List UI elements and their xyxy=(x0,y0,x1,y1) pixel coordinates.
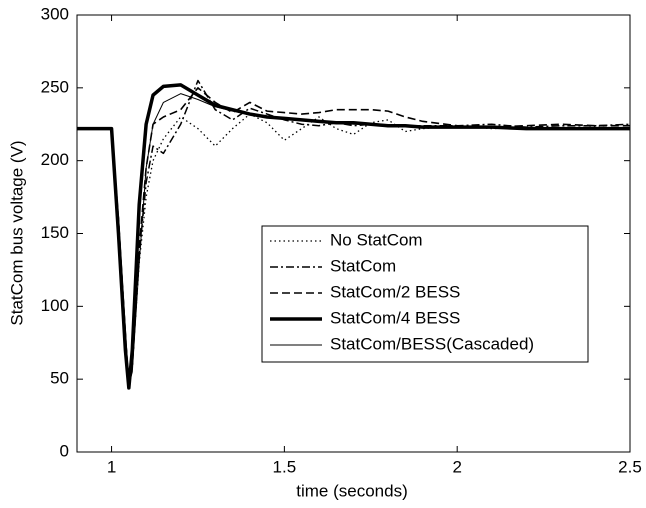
y-tick-label: 50 xyxy=(50,369,69,388)
legend-label: StatCom/4 BESS xyxy=(330,308,460,327)
x-tick-label: 2 xyxy=(452,457,461,476)
legend-label: StatCom/2 BESS xyxy=(330,282,460,301)
legend-box xyxy=(261,225,589,363)
legend-label: StatCom xyxy=(330,256,396,275)
y-tick-label: 100 xyxy=(41,296,69,315)
legend-label: StatCom/BESS(Cascaded) xyxy=(330,334,534,353)
y-tick-label: 200 xyxy=(41,150,69,169)
x-axis-label: time (seconds) xyxy=(296,481,407,500)
y-tick-label: 250 xyxy=(41,77,69,96)
x-tick-label: 1.5 xyxy=(273,457,297,476)
y-axis-label: StatCom bus voltage (V) xyxy=(7,140,26,325)
y-tick-label: 300 xyxy=(41,4,69,23)
series-line xyxy=(77,93,630,386)
legend: No StatCom StatCom StatCom/2 BESS StatCom/4… xyxy=(261,225,589,363)
x-tick-label: 1 xyxy=(107,457,116,476)
legend-label: No StatCom xyxy=(330,230,423,249)
y-tick-label: 150 xyxy=(41,223,69,242)
y-tick-label: 0 xyxy=(60,441,69,460)
x-tick-label: 2.5 xyxy=(618,457,642,476)
plot-frame xyxy=(76,14,631,453)
